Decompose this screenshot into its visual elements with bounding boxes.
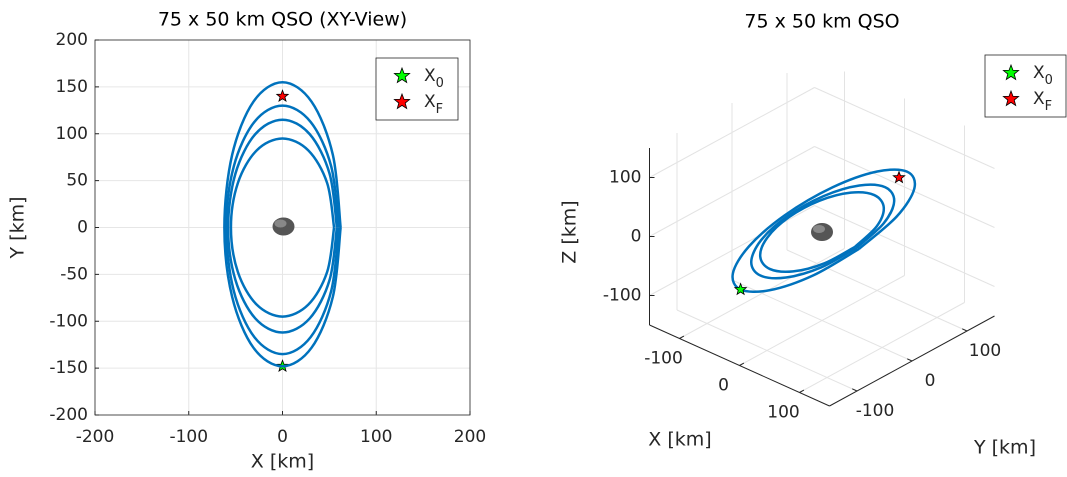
x-axis-label: X [km] (648, 429, 711, 451)
legend-marker (1002, 63, 1020, 81)
grid-line (731, 279, 913, 362)
y-tick-label: -100 (856, 401, 895, 421)
grid-line (649, 205, 815, 296)
y-tick-label: 200 (56, 30, 88, 50)
x-tick-label: 0 (718, 376, 729, 396)
legend-subscript: 0 (1045, 73, 1053, 88)
orbit-line (229, 137, 336, 318)
y-tick-label: 0 (925, 371, 936, 391)
legend-box (375, 57, 459, 121)
asteroid-shade (813, 225, 825, 233)
orbit-line (758, 191, 886, 273)
x-axis-label: X [km] (251, 451, 314, 473)
orbit-line (223, 80, 342, 368)
legend-marker (393, 66, 411, 84)
legend-subscript: F (1045, 99, 1052, 114)
z-tick-label: 0 (631, 227, 642, 247)
tick-mark (961, 328, 968, 332)
x-tick-label: -100 (644, 349, 683, 369)
y-tick-label: -50 (60, 264, 88, 284)
grid-line (649, 87, 815, 178)
y-tick-label: -200 (49, 405, 88, 425)
x-tick-label: -100 (169, 427, 208, 447)
chart-title: 75 x 50 km QSO (XY-View) (158, 9, 407, 31)
legend-subscript: 0 (436, 76, 444, 91)
x-tick-label: 100 (360, 427, 392, 447)
y-axis-label: Y [km] (973, 437, 1036, 459)
tick-mark (739, 362, 745, 366)
y-tick-label: -150 (49, 358, 88, 378)
grid-line (676, 309, 858, 392)
y-tick-label: 100 (56, 124, 88, 144)
grid-line (786, 249, 968, 332)
legend-box (984, 54, 1067, 118)
y-tick-label: 50 (66, 171, 88, 191)
y-axis-label: Y [km] (7, 197, 29, 260)
x-tick-label: -200 (76, 427, 115, 447)
y-tick-label: 0 (77, 218, 88, 238)
grid-line (814, 205, 995, 287)
grid-line (814, 87, 995, 169)
chart-title: 75 x 50 km QSO (744, 11, 899, 33)
x-tick-label: 100 (767, 403, 799, 423)
marker-star (892, 170, 906, 184)
marker-star (733, 282, 748, 296)
orbit-line (226, 118, 339, 334)
axes-box (94, 39, 471, 416)
legend-marker (1002, 89, 1020, 107)
y-tick-label: 150 (56, 77, 88, 97)
tick-mark (851, 388, 858, 392)
legend-marker (393, 92, 411, 110)
x-tick-label: 200 (454, 427, 486, 447)
tick-mark (799, 389, 805, 393)
y-tick-label: -100 (49, 311, 88, 331)
legend-subscript: F (436, 102, 443, 117)
x-tick-label: 0 (277, 427, 288, 447)
grid-line (814, 146, 995, 228)
orbit-line (224, 104, 340, 356)
z-axis-label: Z [km] (559, 200, 581, 263)
orbit-line (749, 183, 896, 280)
marker-star (275, 89, 290, 103)
z-tick-label: -100 (603, 286, 642, 306)
tick-mark (906, 358, 913, 362)
z-tick-label: 100 (609, 168, 641, 188)
orbit-line (731, 168, 917, 294)
tick-mark (679, 335, 685, 339)
asteroid-shade (274, 219, 287, 228)
grid-line (649, 146, 815, 237)
y-tick-label: 100 (969, 341, 1001, 361)
